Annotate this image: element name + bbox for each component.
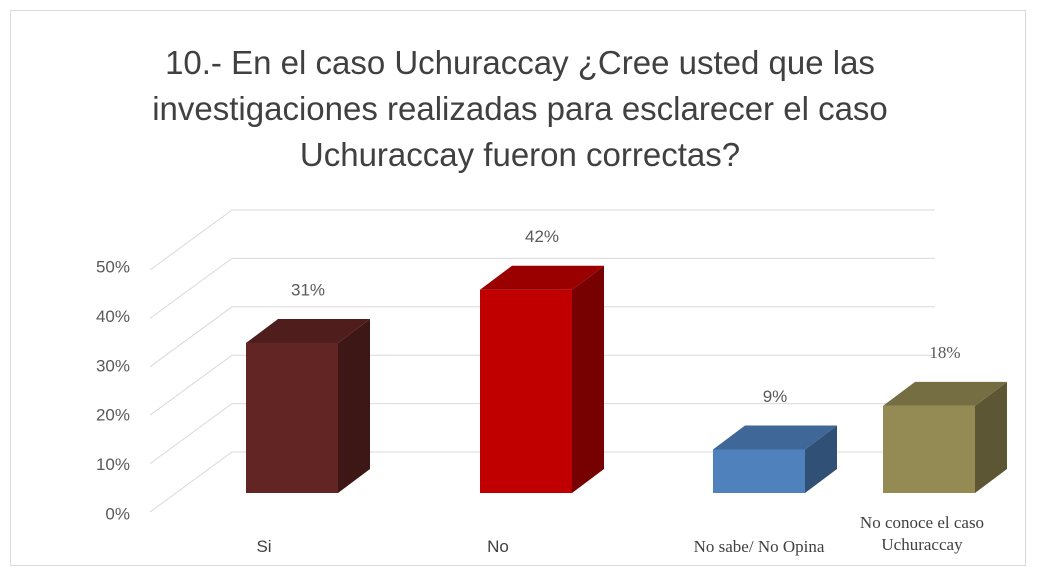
bar (246, 342, 338, 493)
grid-line (149, 403, 935, 465)
bar-side (338, 318, 370, 493)
grid-line (149, 354, 935, 416)
bar-side (975, 381, 1007, 493)
bar-top (480, 265, 604, 290)
x-tick-label: No (487, 537, 509, 556)
data-label: 31% (291, 280, 325, 299)
data-label: 18% (929, 343, 960, 362)
y-tick-label: 20% (96, 406, 130, 425)
bar (883, 405, 975, 493)
x-tick-label: No sabe/ No Opina (693, 537, 825, 556)
chart-frame (10, 10, 1026, 566)
grid-line (149, 306, 935, 368)
data-label: 42% (525, 227, 559, 246)
y-tick-label: 0% (105, 504, 130, 523)
y-tick-label: 40% (96, 307, 130, 326)
y-tick-label: 30% (96, 356, 130, 375)
bar-top (713, 425, 837, 450)
y-tick-label: 10% (96, 455, 130, 474)
y-tick-label: 50% (96, 257, 130, 276)
data-label: 9% (763, 387, 788, 406)
bar-top (883, 381, 1007, 406)
grid-line (149, 209, 935, 271)
grid-line (149, 257, 935, 319)
bar-top (246, 318, 370, 343)
bar-side (805, 425, 837, 493)
grid-line (149, 451, 935, 513)
x-tick-label: Si (256, 537, 272, 556)
bar-side (572, 265, 604, 493)
chart-title: 10.- En el caso Uchuraccay ¿Cree usted q… (152, 44, 888, 173)
x-tick-label: No conoce el caso Uchuraccay (859, 513, 985, 554)
bar (480, 289, 572, 493)
bar (713, 449, 805, 493)
